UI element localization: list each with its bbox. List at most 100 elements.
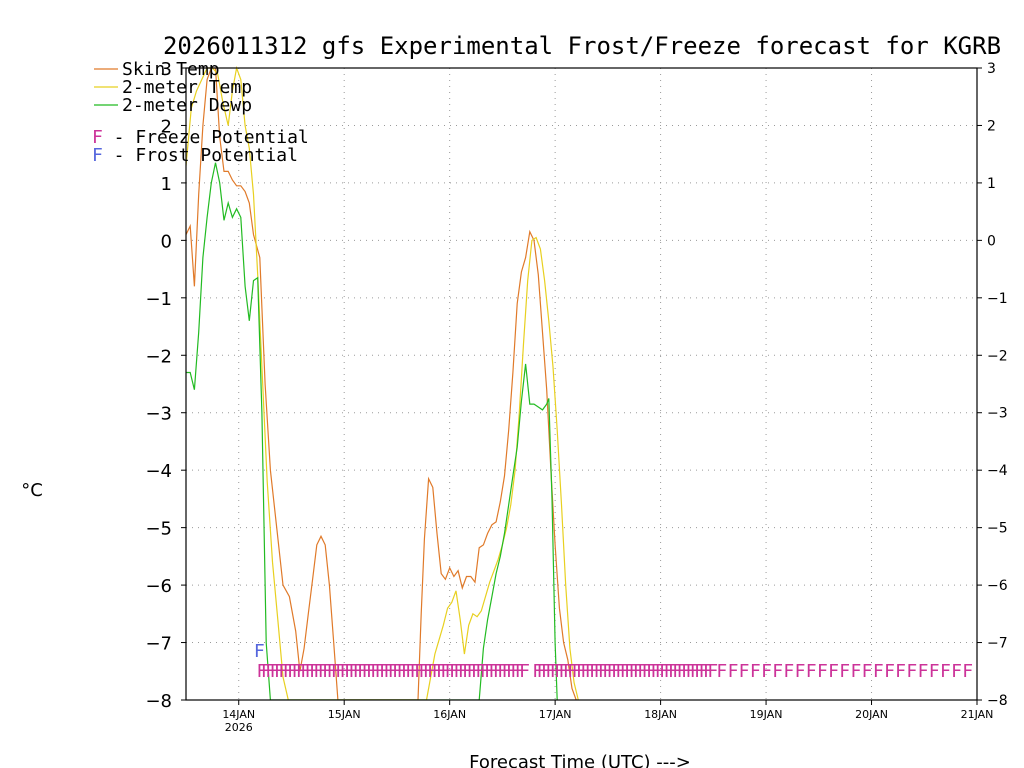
freeze-potential-marker: F — [558, 661, 569, 682]
freeze-potential-marker: F — [292, 661, 303, 682]
y-tick-label-left: 1 — [161, 174, 172, 195]
x-tick-label: 17JAN — [539, 708, 572, 721]
freeze-potential-marker: F — [502, 661, 513, 682]
legend-label-2m-dewp: 2-meter Dewp — [122, 95, 252, 116]
freeze-potential-marker: F — [475, 661, 486, 682]
freeze-potential-marker: F — [707, 661, 718, 682]
x-axis-label: Forecast Time (UTC) ---> — [469, 752, 691, 768]
freeze-potential-marker: F — [940, 661, 951, 682]
freeze-potential-marker: F — [554, 661, 565, 682]
y-axis-right: −8 −7 −6 −5 −4 −3 −2 −1 0 1 2 3 — [977, 61, 1008, 709]
freeze-potential-marker: F — [484, 661, 495, 682]
x-tick-label: 20JAN — [855, 708, 888, 721]
freeze-potential-marker: F — [348, 661, 359, 682]
freeze-potential-marker: F — [256, 661, 267, 682]
freeze-potential-marker: F — [436, 661, 447, 682]
freeze-potential-marker: F — [589, 661, 600, 682]
x-tick-label: 15JAN — [328, 708, 361, 721]
freeze-potential-marker: F — [313, 661, 324, 682]
freeze-potential-marker: F — [510, 661, 521, 682]
freeze-potential-marker: F — [506, 661, 517, 682]
freeze-potential-marker: F — [497, 661, 508, 682]
y-tick-label-right: −4 — [987, 463, 1008, 479]
freeze-potential-marker: F — [646, 661, 657, 682]
freeze-potential-marker: F — [681, 661, 692, 682]
freeze-potential-marker: F — [283, 661, 294, 682]
freeze-potential-marker: F — [611, 661, 622, 682]
freeze-potential-marker: F — [572, 661, 583, 682]
freeze-potential-marker: F — [274, 661, 285, 682]
y-tick-label-right: −6 — [987, 578, 1008, 594]
freeze-potential-marker: F — [545, 661, 556, 682]
freeze-potential-marker: F — [650, 661, 661, 682]
x-tick-sublabel: 2026 — [225, 721, 253, 734]
freeze-potential-marker: F — [624, 661, 635, 682]
freeze-potential-marker: F — [440, 661, 451, 682]
freeze-potential-marker: F — [739, 661, 750, 682]
freeze-potential-marker: F — [379, 661, 390, 682]
freeze-potential-marker: F — [318, 661, 329, 682]
freeze-potential-marker: F — [515, 661, 526, 682]
freeze-potential-marker: F — [445, 661, 456, 682]
y-tick-label-left: −3 — [145, 404, 172, 425]
frost-potential-label: - Frost Potential — [103, 145, 298, 166]
y-tick-label-right: −2 — [987, 348, 1008, 364]
freeze-potential-marker: F — [728, 661, 739, 682]
y-tick-label-left: −1 — [145, 289, 172, 310]
freeze-potential-marker: F — [322, 661, 333, 682]
series-line-2-meter-dewp — [186, 162, 558, 700]
freeze-potential-marker: F — [305, 661, 316, 682]
y-tick-label-right: −3 — [987, 406, 1008, 422]
x-tick-label: 21JAN — [961, 708, 994, 721]
freeze-potential-marker: F — [537, 661, 548, 682]
freeze-potential-marker: F — [668, 661, 679, 682]
freeze-potential-marker: F — [410, 661, 421, 682]
freeze-potential-marker: F — [884, 661, 895, 682]
freeze-potential-marker: F — [567, 661, 578, 682]
y-tick-label-left: 3 — [161, 59, 172, 80]
freeze-potential-marker: F — [580, 661, 591, 682]
chart-title: 2026011312 gfs Experimental Frost/Freeze… — [163, 32, 1001, 60]
freeze-potential-marker: F — [471, 661, 482, 682]
freeze-potential-marker: F — [300, 661, 311, 682]
freeze-potential-marker: F — [677, 661, 688, 682]
freeze-potential-marker: F — [397, 661, 408, 682]
freeze-potential-marker: F — [467, 661, 478, 682]
potential-markers: FFFFFFFFFFFFFFFFFFFFFFFFFFFFFFFFFFFFFFFF… — [254, 641, 973, 682]
y-tick-label-right: −1 — [987, 291, 1008, 307]
freeze-potential-marker: F — [366, 661, 377, 682]
freeze-potential-marker: F — [576, 661, 587, 682]
freeze-potential-marker: F — [594, 661, 605, 682]
freeze-potential-legend: F - Freeze Potential — [92, 127, 309, 148]
freeze-potential-marker: F — [335, 661, 346, 682]
series-lines — [186, 66, 579, 700]
freeze-potential-marker: F — [795, 661, 806, 682]
freeze-potential-marker: F — [929, 661, 940, 682]
freeze-potential-marker: F — [806, 661, 817, 682]
freeze-potential-marker: F — [261, 661, 272, 682]
freeze-potential-marker: F — [602, 661, 613, 682]
freeze-potential-marker: F — [629, 661, 640, 682]
freeze-potential-marker: F — [642, 661, 653, 682]
freeze-potential-marker: F — [480, 661, 491, 682]
y-tick-label-left: −8 — [145, 691, 172, 712]
y-tick-label-right: 2 — [987, 118, 996, 134]
freeze-potential-marker: F — [418, 661, 429, 682]
freeze-potential-marker: F — [519, 661, 530, 682]
y-tick-label-left: 0 — [161, 231, 172, 252]
freeze-potential-marker: F — [383, 661, 394, 682]
freeze-potential-marker: F — [918, 661, 929, 682]
freeze-potential-marker: F — [615, 661, 626, 682]
series-line-2-meter-temp — [186, 66, 579, 700]
freeze-glyph: F — [92, 127, 103, 148]
freeze-potential-marker: F — [432, 661, 443, 682]
x-tick-label: 14JAN — [222, 708, 255, 721]
freeze-potential-marker: F — [287, 661, 298, 682]
frost-potential-legend: F - Frost Potential — [92, 145, 298, 166]
freeze-potential-marker: F — [357, 661, 368, 682]
freeze-potential-marker: F — [659, 661, 670, 682]
freeze-potential-marker: F — [493, 661, 504, 682]
freeze-potential-marker: F — [344, 661, 355, 682]
freeze-potential-marker: F — [550, 661, 561, 682]
